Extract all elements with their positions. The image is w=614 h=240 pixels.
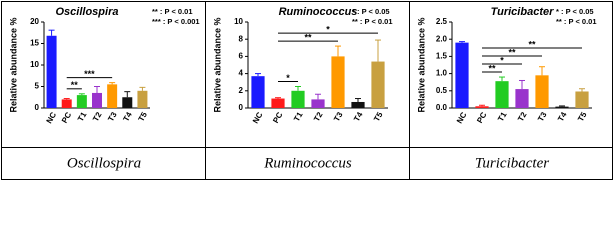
legend-note: ** : P < 0.01 xyxy=(352,17,393,26)
x-tick-label: T3 xyxy=(536,110,549,123)
bar xyxy=(76,95,87,108)
x-tick-label: T3 xyxy=(332,110,345,123)
legend-note: ** : P < 0.01 xyxy=(152,7,193,16)
y-tick-label: 2 xyxy=(239,86,244,95)
caption: Turicibacter xyxy=(475,155,549,171)
y-axis-label: Relative abundance % xyxy=(416,17,426,112)
x-tick-label: NC xyxy=(455,110,469,125)
significance-label: ** xyxy=(528,39,536,49)
x-tick-label: T5 xyxy=(372,110,385,123)
x-tick-label: T2 xyxy=(516,110,529,123)
bar xyxy=(311,99,325,108)
chart-title: Turicibacter xyxy=(491,6,554,18)
x-tick-label: NC xyxy=(251,110,265,125)
x-tick-label: T4 xyxy=(121,110,134,123)
y-axis-label: Relative abundance % xyxy=(212,17,222,112)
significance-label: ** xyxy=(304,32,312,42)
significance-label: ** xyxy=(508,47,516,57)
bar xyxy=(271,98,285,108)
significance-label: *** xyxy=(84,69,95,79)
y-tick-label: 2.5 xyxy=(436,17,448,26)
x-tick-label: T3 xyxy=(106,110,119,123)
bar xyxy=(555,106,569,108)
chart-title: Ruminococcus xyxy=(279,6,358,18)
x-tick-label: T2 xyxy=(312,110,325,123)
y-tick-label: 5 xyxy=(35,82,40,91)
y-tick-label: 2.0 xyxy=(436,34,448,43)
bar xyxy=(61,99,72,108)
y-tick-label: 0.0 xyxy=(436,103,448,112)
bar xyxy=(575,91,589,108)
bar xyxy=(92,92,102,108)
legend-note: *** : P < 0.001 xyxy=(152,17,200,26)
bar xyxy=(331,56,345,108)
significance-label: ** xyxy=(488,63,496,73)
significance-label: * xyxy=(326,24,330,34)
y-tick-label: 0.5 xyxy=(436,86,448,95)
x-tick-label: T1 xyxy=(292,110,305,123)
bar xyxy=(291,90,305,108)
bar xyxy=(251,76,265,108)
y-tick-label: 10 xyxy=(234,17,243,26)
x-tick-label: PC xyxy=(475,110,488,124)
significance-label: * xyxy=(286,73,290,83)
x-tick-label: T5 xyxy=(137,110,150,123)
caption: Ruminococcus xyxy=(263,155,352,171)
y-axis-label: Relative abundance % xyxy=(8,17,18,112)
bar xyxy=(515,89,529,108)
bar xyxy=(351,101,365,108)
significance-label: * xyxy=(500,55,504,65)
bar xyxy=(455,42,469,108)
y-tick-label: 1.5 xyxy=(436,52,448,61)
y-tick-label: 8 xyxy=(239,34,244,43)
legend-note: ** : P < 0.01 xyxy=(556,17,597,26)
bar xyxy=(122,97,133,108)
bar xyxy=(495,81,509,108)
bar xyxy=(371,61,385,108)
y-tick-label: 15 xyxy=(30,39,39,48)
caption: Oscillospira xyxy=(67,155,141,171)
significance-label: ** xyxy=(71,80,79,90)
bar xyxy=(475,106,489,108)
y-tick-label: 6 xyxy=(239,52,244,61)
chart-title: Oscillospira xyxy=(56,6,119,18)
bar xyxy=(107,84,118,108)
x-tick-label: NC xyxy=(45,110,59,125)
legend-note: * : P < 0.05 xyxy=(556,7,594,16)
x-tick-label: T5 xyxy=(576,110,589,123)
table-border xyxy=(1,1,613,180)
x-tick-label: PC xyxy=(271,110,284,124)
y-tick-label: 0 xyxy=(239,103,244,112)
legend-note: * : P < 0.05 xyxy=(352,7,390,16)
bar xyxy=(46,35,57,109)
y-tick-label: 1.0 xyxy=(436,69,448,78)
x-tick-label: T1 xyxy=(496,110,509,123)
x-tick-label: PC xyxy=(60,110,73,124)
x-tick-label: T1 xyxy=(76,110,89,123)
bar xyxy=(535,75,549,108)
bar xyxy=(137,90,148,108)
y-tick-label: 4 xyxy=(239,69,244,78)
y-tick-label: 20 xyxy=(30,17,39,26)
y-tick-label: 10 xyxy=(30,60,39,69)
x-tick-label: T2 xyxy=(91,110,104,123)
y-tick-label: 0 xyxy=(35,103,40,112)
x-tick-label: T4 xyxy=(352,110,365,123)
x-tick-label: T4 xyxy=(556,110,569,123)
